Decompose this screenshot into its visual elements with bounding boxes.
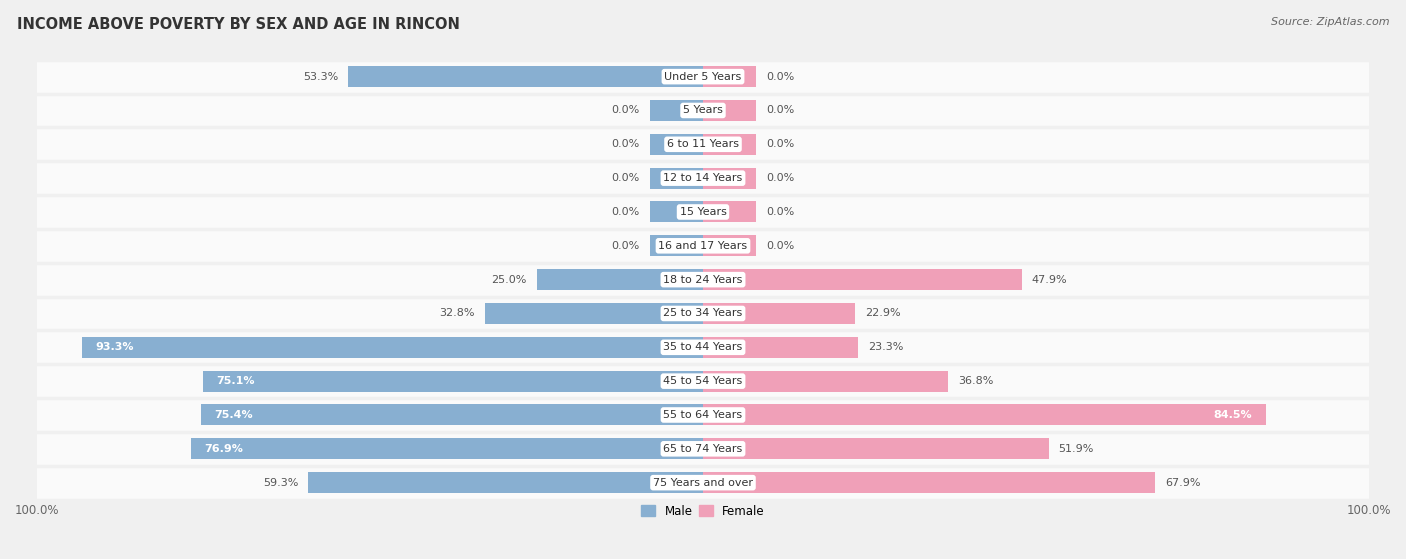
Bar xyxy=(37,263,1369,297)
Bar xyxy=(191,438,703,459)
Text: 5 Years: 5 Years xyxy=(683,106,723,116)
Bar xyxy=(703,235,756,256)
Bar xyxy=(37,297,1369,330)
Text: 6 to 11 Years: 6 to 11 Years xyxy=(666,139,740,149)
Text: 12 to 14 Years: 12 to 14 Years xyxy=(664,173,742,183)
Bar xyxy=(703,201,756,222)
Bar xyxy=(37,398,1369,432)
Bar xyxy=(703,303,855,324)
Bar xyxy=(37,161,1369,195)
Bar xyxy=(37,93,1369,127)
Bar xyxy=(202,371,703,392)
Bar xyxy=(82,337,703,358)
Bar xyxy=(37,432,1369,466)
Text: 75 Years and over: 75 Years and over xyxy=(652,477,754,487)
Text: 25 to 34 Years: 25 to 34 Years xyxy=(664,309,742,319)
Bar xyxy=(703,371,948,392)
Text: 45 to 54 Years: 45 to 54 Years xyxy=(664,376,742,386)
Bar xyxy=(703,269,1022,290)
Text: 18 to 24 Years: 18 to 24 Years xyxy=(664,274,742,285)
Bar xyxy=(37,127,1369,161)
Bar xyxy=(703,134,756,155)
Text: INCOME ABOVE POVERTY BY SEX AND AGE IN RINCON: INCOME ABOVE POVERTY BY SEX AND AGE IN R… xyxy=(17,17,460,32)
Bar xyxy=(537,269,703,290)
Text: 0.0%: 0.0% xyxy=(766,173,794,183)
Text: 75.1%: 75.1% xyxy=(217,376,254,386)
Bar xyxy=(37,60,1369,93)
Bar xyxy=(650,201,703,222)
Text: 0.0%: 0.0% xyxy=(612,139,640,149)
Text: 93.3%: 93.3% xyxy=(96,342,134,352)
Text: 67.9%: 67.9% xyxy=(1166,477,1201,487)
Text: 25.0%: 25.0% xyxy=(491,274,527,285)
Text: 55 to 64 Years: 55 to 64 Years xyxy=(664,410,742,420)
Text: 15 Years: 15 Years xyxy=(679,207,727,217)
Bar xyxy=(37,229,1369,263)
Text: 0.0%: 0.0% xyxy=(612,207,640,217)
Text: 16 and 17 Years: 16 and 17 Years xyxy=(658,241,748,251)
Text: 75.4%: 75.4% xyxy=(214,410,253,420)
Text: 22.9%: 22.9% xyxy=(866,309,901,319)
Text: 0.0%: 0.0% xyxy=(766,72,794,82)
Bar xyxy=(37,330,1369,364)
Bar xyxy=(308,472,703,493)
Bar xyxy=(703,100,756,121)
Bar xyxy=(703,438,1049,459)
Text: 0.0%: 0.0% xyxy=(766,106,794,116)
Text: 0.0%: 0.0% xyxy=(612,106,640,116)
Bar xyxy=(37,364,1369,398)
Text: 76.9%: 76.9% xyxy=(204,444,243,454)
Text: 0.0%: 0.0% xyxy=(766,139,794,149)
Text: 35 to 44 Years: 35 to 44 Years xyxy=(664,342,742,352)
Bar xyxy=(650,168,703,188)
Bar xyxy=(703,405,1265,425)
Bar xyxy=(703,168,756,188)
Text: 0.0%: 0.0% xyxy=(766,241,794,251)
Text: 32.8%: 32.8% xyxy=(439,309,475,319)
Bar xyxy=(650,100,703,121)
Bar xyxy=(37,466,1369,500)
Bar xyxy=(650,134,703,155)
Text: 84.5%: 84.5% xyxy=(1213,410,1253,420)
Bar xyxy=(485,303,703,324)
Text: 59.3%: 59.3% xyxy=(263,477,298,487)
Text: 47.9%: 47.9% xyxy=(1032,274,1067,285)
Text: Source: ZipAtlas.com: Source: ZipAtlas.com xyxy=(1271,17,1389,27)
Bar xyxy=(37,195,1369,229)
Bar xyxy=(650,235,703,256)
Legend: Male, Female: Male, Female xyxy=(637,500,769,522)
Text: 65 to 74 Years: 65 to 74 Years xyxy=(664,444,742,454)
Text: 0.0%: 0.0% xyxy=(612,173,640,183)
Text: 36.8%: 36.8% xyxy=(957,376,994,386)
Bar xyxy=(703,66,756,87)
Text: 53.3%: 53.3% xyxy=(302,72,339,82)
Text: Under 5 Years: Under 5 Years xyxy=(665,72,741,82)
Text: 23.3%: 23.3% xyxy=(868,342,904,352)
Bar xyxy=(703,472,1156,493)
Text: 0.0%: 0.0% xyxy=(766,207,794,217)
Bar xyxy=(201,405,703,425)
Text: 0.0%: 0.0% xyxy=(612,241,640,251)
Bar xyxy=(349,66,703,87)
Bar xyxy=(703,337,858,358)
Text: 51.9%: 51.9% xyxy=(1059,444,1094,454)
